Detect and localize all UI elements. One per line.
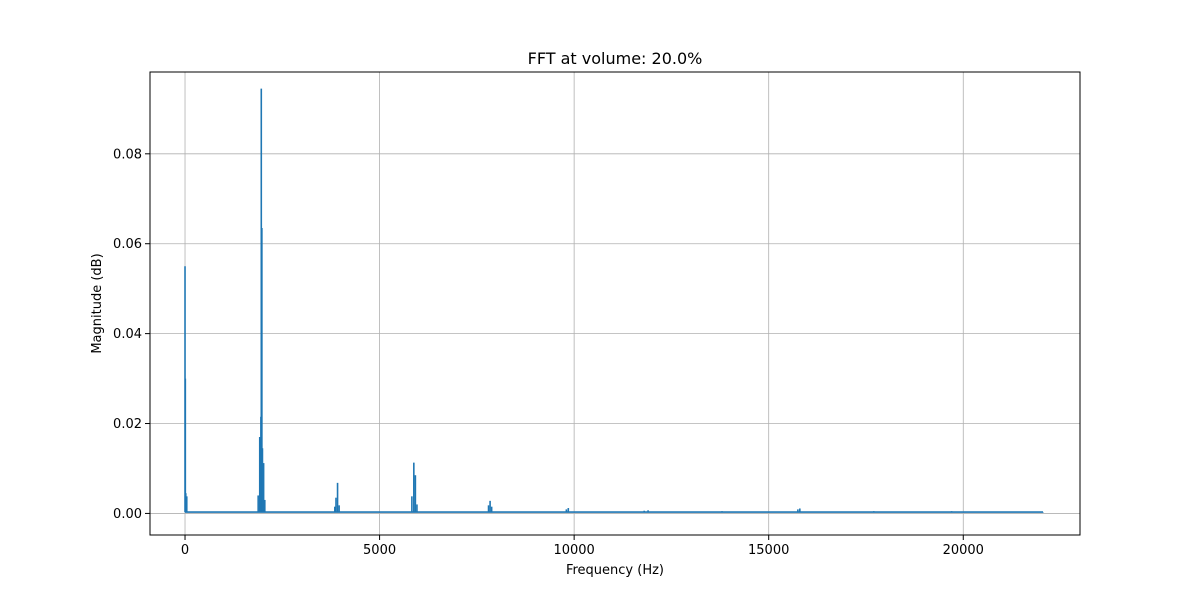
y-tick-label: 0.02	[113, 417, 142, 432]
grid-lines	[150, 72, 1080, 535]
series-layer	[184, 88, 1044, 513]
x-tick-label: 15000	[748, 543, 789, 558]
plot-frame	[149, 71, 1081, 536]
y-tick-label: 0.06	[113, 237, 142, 252]
x-tick-label: 5000	[363, 543, 396, 558]
y-tick-label: 0.04	[113, 327, 142, 342]
y-axis-ticks: 0.00 0.02 0.04 0.06 0.08	[113, 147, 150, 522]
x-axis-label: Frequency (Hz)	[566, 563, 664, 578]
chart-title: FFT at volume: 20.0%	[528, 49, 703, 68]
y-tick-label: 0.00	[113, 507, 142, 522]
plot-area	[150, 72, 1080, 535]
x-tick-label: 0	[181, 543, 189, 558]
x-tick-label: 10000	[553, 543, 594, 558]
y-tick-label: 0.08	[113, 147, 142, 162]
x-tick-label: 20000	[943, 543, 984, 558]
x-axis-ticks: 0 5000 10000 15000 20000	[181, 535, 984, 558]
y-axis-label: Magnitude (dB)	[90, 253, 105, 353]
